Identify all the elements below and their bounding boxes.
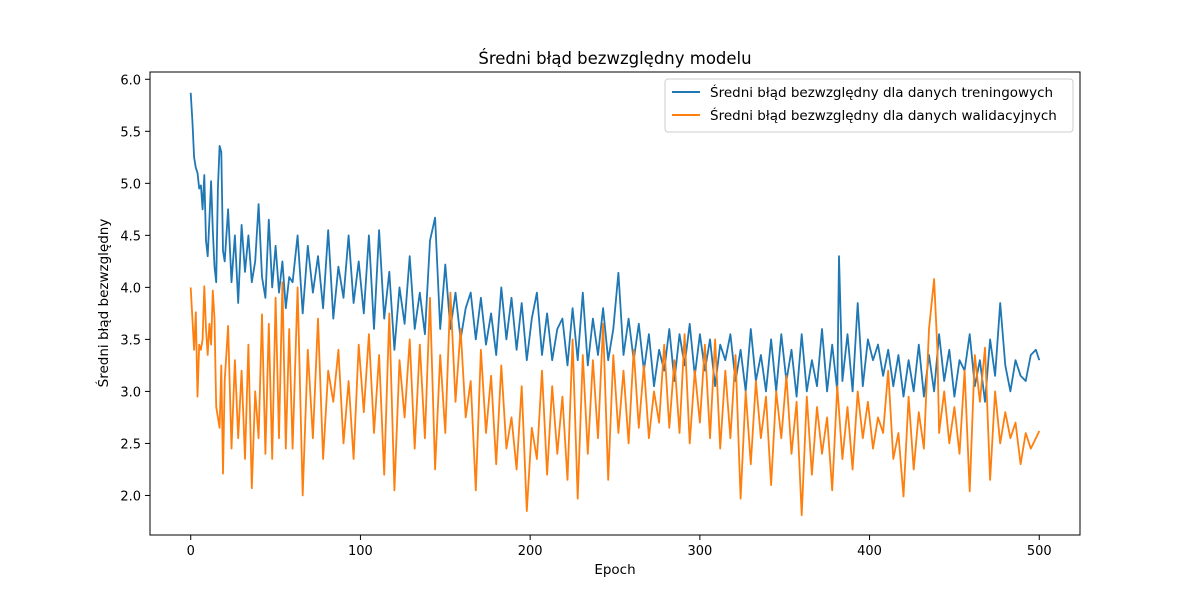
x-tick-label: 100 xyxy=(348,544,373,559)
x-tick-label: 0 xyxy=(187,544,195,559)
x-tick-label: 200 xyxy=(518,544,543,559)
x-axis-label: Epoch xyxy=(594,562,635,578)
series-line-val xyxy=(189,278,1041,517)
x-tick-label: 300 xyxy=(687,544,712,559)
legend-label-train: Średni błąd bezwzględny dla danych treni… xyxy=(710,83,1053,101)
series-line-train xyxy=(189,92,1041,403)
y-tick-label: 4.0 xyxy=(120,281,141,296)
plot-frame xyxy=(149,71,1081,536)
legend-box xyxy=(664,78,1074,133)
y-tick-label: 5.0 xyxy=(120,177,141,192)
y-tick-label: 6.0 xyxy=(120,73,141,88)
y-tick-label: 2.5 xyxy=(120,437,141,452)
y-axis-label: Średni błąd bezwzględny xyxy=(94,219,112,388)
y-axis: 2.0 2.5 3.0 3.5 4.0 4.5 5.0 5.5 6.0 xyxy=(120,73,150,504)
y-tick-label: 2.0 xyxy=(120,489,141,504)
y-tick-label: 3.5 xyxy=(120,333,141,348)
y-tick-label: 5.5 xyxy=(120,125,141,140)
y-tick-label: 3.0 xyxy=(120,385,141,400)
x-tick-label: 500 xyxy=(1027,544,1052,559)
x-axis: 0 100 200 300 400 500 xyxy=(187,535,1052,559)
plot-series xyxy=(189,92,1041,517)
x-tick-label: 400 xyxy=(857,544,882,559)
legend: Średni błąd bezwzględny dla danych treni… xyxy=(664,78,1074,133)
y-tick-label: 4.5 xyxy=(120,229,141,244)
chart-title: Średni błąd bezwzględny modelu xyxy=(478,49,751,68)
legend-label-val: Średni błąd bezwzględny dla danych walid… xyxy=(710,106,1057,124)
